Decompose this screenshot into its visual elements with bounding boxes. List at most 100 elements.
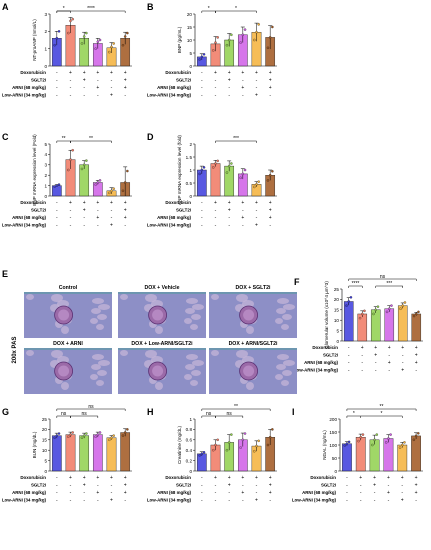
data-point [347,440,351,444]
sign-mark: - [70,78,72,84]
data-point [200,168,204,172]
y-tick-label: 0 [44,64,47,69]
tissue-lumen [281,380,289,386]
sign-mark: - [215,223,217,229]
sign-mark: + [269,208,272,214]
y-tick-label: 0 [189,469,192,474]
data-point [110,436,113,439]
tissue-lumen [277,298,289,304]
sign-mark: - [242,93,244,99]
data-point [200,452,204,456]
sign-mark: - [111,208,113,214]
y-tick-label: 5 [336,328,339,333]
bar [355,437,366,472]
data-point [241,438,245,442]
row-label: Low-ARNI (34 mg/kg) [294,368,339,373]
data-point [123,35,127,38]
sign-mark: + [255,498,258,504]
sign-mark: + [228,200,231,206]
y-tick-label: 20 [187,12,193,17]
tissue-lumen [92,354,104,360]
y-tick-label: 1 [44,46,47,51]
panel-letter: I [292,407,295,417]
row-label: Low-ARNI (34 mg/kg) [147,498,192,503]
data-point [108,191,111,195]
sign-mark: - [70,490,72,496]
sign-mark: - [348,345,350,351]
sign-mark: - [215,483,217,489]
histology-title: DOX + ARNI [53,341,83,347]
sign-mark: + [373,483,376,489]
data-point [266,443,270,447]
data-point [357,439,360,443]
sign-mark: + [255,475,258,481]
data-point [403,301,407,304]
sign-mark: - [346,490,348,496]
sign-mark: + [269,483,272,489]
bar [383,438,394,472]
data-point [126,169,129,173]
data-point [243,432,247,435]
sign-mark: - [83,85,85,91]
y-tick-label: 200 [329,417,337,422]
chart-panel-f: F 0 5 10 15 20 25 Glomerular volume (x10^4 µm^3… [294,274,423,374]
sign-mark: + [374,345,377,351]
data-point [123,431,127,434]
data-point [55,434,59,437]
sign-mark: - [201,475,203,481]
tissue-lumen [98,360,110,366]
data-point [121,43,125,47]
tissue-lumen [246,326,254,334]
data-point [198,454,201,457]
data-point [243,168,247,172]
sign-mark: + [124,85,127,91]
data-point [385,310,389,314]
tissue-lumen [236,350,248,358]
histology-title: DOX + Low-ARNI/SGLT2i [131,341,193,347]
y-tick-label: 15 [42,438,48,443]
tissue-lumen [191,314,201,320]
significance-label: ** [380,404,384,410]
sign-mark: + [96,490,99,496]
y-tick-label: 1.5 [186,155,193,160]
sign-mark: + [83,475,86,481]
chart-panel-c: C 0 1 2 3 4 5 BNP mRNA expression level (Fold) *… [2,132,132,229]
data-point [398,446,402,449]
sign-mark: - [242,223,244,229]
data-point [126,428,129,431]
data-point [96,181,100,184]
sign-mark: + [214,475,217,481]
data-point [85,432,88,435]
sign-mark: - [242,483,244,489]
sign-mark: + [255,70,258,76]
y-axis-label: BNP mRNA expression level (Fold) [32,134,37,206]
data-point [121,434,125,437]
data-point [216,36,219,39]
significance-bracket [70,415,99,418]
row-label: SGLT2i [31,483,46,488]
bar [342,443,352,472]
sign-mark: - [215,208,217,214]
sign-mark: - [97,208,99,214]
panel-letter: G [2,407,9,417]
sign-mark: + [415,345,418,351]
sign-mark: + [83,70,86,76]
significance-bracket [348,278,417,281]
sign-mark: + [96,85,99,91]
significance-bracket [346,408,417,411]
y-tick-label: 1 [189,168,192,173]
sign-mark: + [124,200,127,206]
sign-mark: + [255,223,258,229]
data-point [55,184,59,187]
data-point [227,441,231,444]
sign-mark: - [83,215,85,221]
data-point [202,451,206,454]
significance-label: * [208,6,210,12]
data-point [216,159,219,163]
sign-mark: - [215,498,217,504]
glomerulus-core [58,309,70,321]
y-tick-label: 20 [334,297,340,302]
significance-bracket [375,285,403,288]
y-tick-label: 15 [334,308,340,313]
